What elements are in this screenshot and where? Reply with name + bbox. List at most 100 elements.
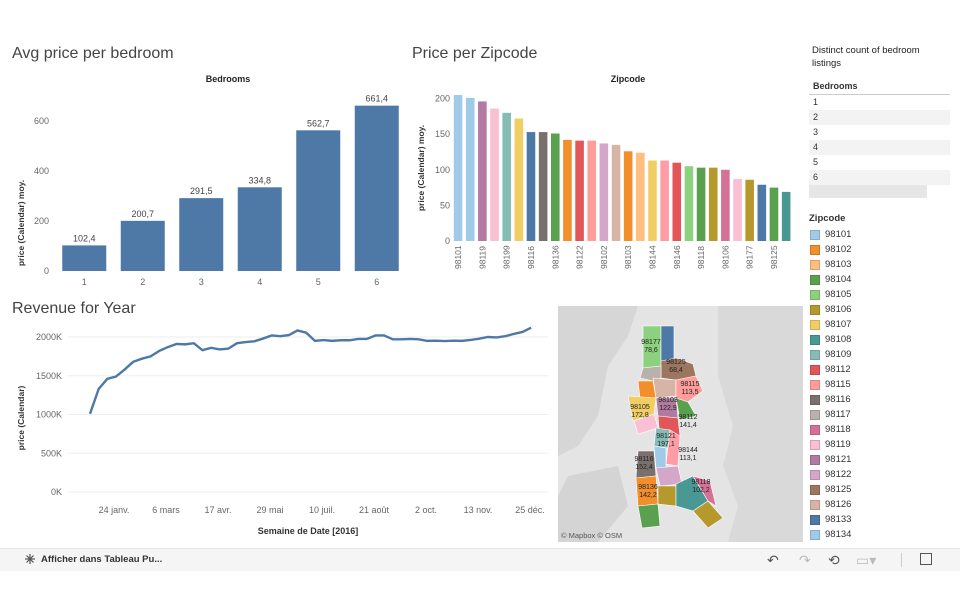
legend-swatch — [810, 244, 820, 255]
legend-label: 98101 — [825, 229, 852, 240]
zip-chart-bar — [478, 101, 487, 241]
avg-price-xtick: 2 — [140, 277, 145, 287]
region-98133[interactable] — [660, 325, 675, 362]
legend-label: 98134 — [825, 529, 852, 540]
legend-item[interactable]: 98116 — [810, 392, 950, 407]
avg-price-data-label: 562,7 — [307, 118, 330, 128]
redo-icon[interactable]: ↷ — [799, 552, 811, 568]
legend-item[interactable]: 98101 — [810, 227, 950, 242]
zip-chart-bar — [636, 152, 645, 241]
avg-price-data-label: 334,8 — [248, 175, 271, 185]
revenue-xtick: 17 avr. — [204, 505, 231, 515]
map-label-zip: 98115 — [681, 381, 700, 388]
legend-item[interactable]: 98115 — [810, 377, 950, 392]
legend-item[interactable]: 98108 — [810, 332, 950, 347]
legend-item[interactable]: 98105 — [810, 287, 950, 302]
legend-label: 98126 — [825, 499, 852, 510]
zipcode-map[interactable]: 98177 78,6 98125 68,4 98115 113,5 98103 122,9 98… — [558, 306, 803, 542]
legend-item[interactable]: 98107 — [810, 317, 950, 332]
map-land-east — [718, 306, 803, 542]
legend-item[interactable]: 98125 — [810, 482, 950, 497]
region-98136[interactable] — [635, 475, 659, 507]
region-98106[interactable] — [657, 485, 677, 507]
region-98178[interactable] — [692, 475, 717, 507]
region-98107[interactable] — [637, 380, 657, 399]
map-label-value: 68,4 — [669, 367, 683, 374]
zip-chart-xtick: 98125 — [769, 245, 779, 269]
undo-icon[interactable]: ↶ — [767, 552, 779, 568]
legend-label: 98103 — [825, 259, 852, 270]
avg-price-ytick: 200 — [34, 216, 49, 226]
zip-chart-bar — [757, 184, 767, 241]
view-in-tableau-button[interactable]: Afficher dans Tableau Pu... — [24, 553, 162, 565]
map-label-zip: 98177 — [641, 339, 661, 346]
map-label-value: 102,2 — [692, 487, 710, 494]
zip-chart-ytick: 150 — [435, 129, 450, 139]
tableau-logo-icon — [25, 554, 35, 564]
legend-swatch — [810, 529, 820, 540]
zip-chart-bar — [696, 167, 706, 241]
region-98146[interactable] — [637, 503, 661, 529]
avg-price-xtick: 5 — [316, 277, 321, 287]
avg-price-bar — [354, 105, 399, 272]
view-in-tableau-label: Afficher dans Tableau Pu... — [41, 553, 163, 565]
avg-price-bar — [62, 245, 107, 271]
region-98101[interactable] — [653, 445, 667, 469]
legend-item[interactable]: 98119 — [810, 437, 950, 452]
revenue-xtick: 6 mars — [152, 505, 180, 515]
avg-price-title: Avg price per bedroom — [12, 45, 174, 62]
map-credit: © Mapbox © OSM — [561, 531, 623, 540]
legend-swatch — [810, 274, 820, 285]
legend-item[interactable]: 98122 — [810, 467, 950, 482]
avg-price-bar — [237, 187, 282, 271]
legend-item[interactable]: 98118 — [810, 422, 950, 437]
map-label-value: 142,2 — [639, 492, 657, 499]
legend-item[interactable]: 98133 — [810, 512, 950, 527]
legend-item[interactable]: 98102 — [810, 242, 950, 257]
zip-chart-bar — [514, 118, 524, 241]
map-label-value: 113,1 — [680, 455, 697, 462]
legend-item[interactable]: 98103 — [810, 257, 950, 272]
listings-row: 5 — [813, 157, 819, 167]
zip-chart-bar — [672, 162, 682, 241]
listings-scrollbar[interactable] — [809, 185, 927, 198]
zip-chart-bar — [526, 132, 536, 241]
map-label-value: 152,4 — [635, 464, 653, 471]
legend-item[interactable]: 98134 — [810, 527, 950, 542]
zip-chart: Zipcode price (Calendar) moy. 0 50 100 150 2… — [416, 74, 791, 269]
zip-chart-ytick: 200 — [435, 94, 450, 104]
map-canvas[interactable]: 9817778,69812568,498115113,598103122,998… — [558, 306, 803, 542]
legend-label: 98122 — [825, 469, 852, 480]
listings-row: 3 — [813, 127, 819, 137]
legend-item[interactable]: 98112 — [810, 362, 950, 377]
avg-price-bar — [296, 130, 341, 271]
region-98108-south[interactable] — [692, 500, 724, 529]
legend-item[interactable]: 98104 — [810, 272, 950, 287]
map-label-value: 141,4 — [679, 422, 697, 429]
zip-chart-bar — [453, 95, 463, 241]
fullscreen-icon[interactable] — [920, 553, 932, 565]
share-icon[interactable]: ▭▾ — [856, 552, 877, 568]
zip-chart-bar — [745, 179, 754, 241]
avg-price-xtick: 6 — [374, 277, 379, 287]
zip-chart-bar — [721, 169, 730, 241]
legend-label: 98133 — [825, 514, 852, 525]
legend-item[interactable]: 98109 — [810, 347, 950, 362]
revenue-xtick: 24 janv. — [99, 505, 130, 515]
zip-chart-xtick: 98101 — [453, 245, 463, 269]
region-98112-north[interactable] — [675, 397, 697, 421]
region-98115[interactable] — [675, 375, 704, 403]
legend-item[interactable]: 98106 — [810, 302, 950, 317]
legend-item[interactable]: 98126 — [810, 497, 950, 512]
zip-chart-bar — [769, 187, 779, 241]
revenue-xtick: 13 nov. — [464, 505, 493, 515]
listings-row: 2 — [809, 110, 950, 125]
legend-item[interactable]: 98117 — [810, 407, 950, 422]
legend-label: 98125 — [825, 484, 852, 495]
zip-chart-xtick: 98119 — [477, 246, 487, 269]
revert-icon[interactable]: ⟲ — [828, 552, 840, 568]
legend-item[interactable]: 98121 — [810, 452, 950, 467]
legend-swatch — [810, 349, 820, 360]
legend-swatch — [810, 379, 820, 390]
region-98103[interactable] — [652, 377, 677, 399]
